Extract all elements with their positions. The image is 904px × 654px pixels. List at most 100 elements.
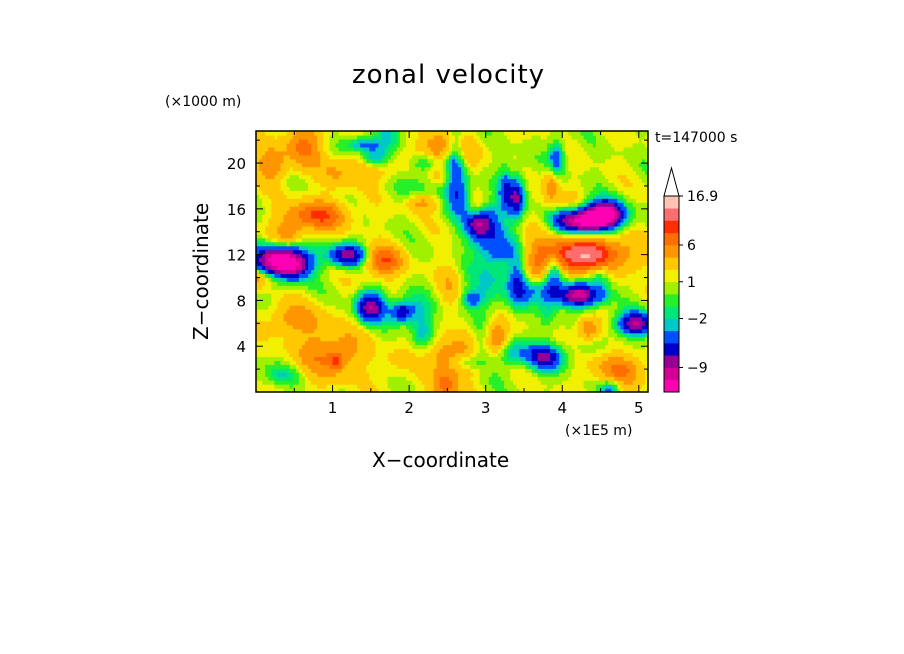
field-cell xyxy=(534,241,539,247)
field-cell xyxy=(298,261,303,267)
field-cell xyxy=(317,285,321,290)
field-cell xyxy=(326,297,331,302)
field-cell xyxy=(271,380,275,385)
field-cell xyxy=(617,293,622,298)
field-cell xyxy=(553,249,557,255)
field-cell xyxy=(409,308,413,314)
field-cell xyxy=(599,312,603,318)
field-cell xyxy=(574,261,579,267)
field-cell xyxy=(396,285,401,290)
field-cell xyxy=(494,384,499,389)
field-cell xyxy=(565,376,569,381)
field-cell xyxy=(482,249,487,255)
field-cell xyxy=(537,289,542,294)
field-cell xyxy=(350,372,355,377)
field-cell xyxy=(501,348,505,354)
field-cell xyxy=(375,257,380,263)
field-cell xyxy=(283,336,288,342)
field-cell xyxy=(390,237,395,243)
field-cell xyxy=(553,285,557,290)
field-cell xyxy=(332,269,337,274)
field-cell xyxy=(393,249,398,255)
field-cell xyxy=(626,261,631,267)
field-cell xyxy=(452,277,456,282)
field-cell xyxy=(525,364,530,369)
field-cell xyxy=(476,265,481,270)
field-cell xyxy=(360,360,364,365)
field-cell xyxy=(292,332,297,338)
field-cell xyxy=(577,281,582,286)
field-cell xyxy=(390,356,395,361)
field-cell xyxy=(280,253,285,259)
field-cell xyxy=(623,308,628,314)
field-cell xyxy=(427,324,432,330)
field-cell xyxy=(259,237,263,243)
field-cell xyxy=(415,364,419,369)
field-cell xyxy=(602,253,606,259)
field-cell xyxy=(556,332,560,338)
field-cell xyxy=(553,324,557,330)
field-cell xyxy=(602,348,606,354)
field-cell xyxy=(390,336,395,342)
field-cell xyxy=(540,305,545,310)
field-cell xyxy=(381,324,386,330)
field-cell xyxy=(559,269,563,274)
field-cell xyxy=(476,277,481,282)
field-cell xyxy=(629,285,634,290)
field-cell xyxy=(436,257,441,263)
field-cell xyxy=(265,312,269,318)
field-cell xyxy=(479,356,484,361)
field-cell xyxy=(427,380,432,385)
field-cell xyxy=(623,312,628,318)
field-cell xyxy=(599,356,603,361)
field-cell xyxy=(479,332,484,338)
field-cell xyxy=(461,261,465,267)
field-cell xyxy=(571,245,576,251)
field-cell xyxy=(363,388,367,392)
field-cell xyxy=(439,257,444,263)
field-cell xyxy=(464,332,468,338)
field-cell xyxy=(556,265,560,270)
field-cell xyxy=(577,249,582,255)
field-cell xyxy=(540,265,545,270)
field-cell xyxy=(347,305,352,310)
field-cell xyxy=(510,273,514,278)
field-cell xyxy=(268,376,272,381)
field-cell xyxy=(332,281,337,286)
field-cell xyxy=(458,253,462,259)
field-cell xyxy=(574,305,579,310)
field-cell xyxy=(393,384,398,389)
field-cell xyxy=(602,269,606,274)
field-cell xyxy=(525,348,530,354)
field-cell xyxy=(323,344,328,350)
field-cell xyxy=(543,281,548,286)
field-cell xyxy=(448,289,453,294)
field-cell xyxy=(504,273,508,278)
field-cell xyxy=(305,261,309,267)
field-cell xyxy=(516,289,520,294)
field-cell xyxy=(464,348,468,354)
field-cell xyxy=(436,364,441,369)
field-cell xyxy=(317,289,321,294)
field-cell xyxy=(623,301,628,306)
field-cell xyxy=(418,305,422,310)
field-cell xyxy=(283,360,288,365)
field-cell xyxy=(543,324,548,330)
field-cell xyxy=(586,368,591,373)
field-cell xyxy=(344,372,349,377)
field-cell xyxy=(461,348,465,354)
field-cell xyxy=(308,360,312,365)
field-cell xyxy=(501,293,505,298)
field-cell xyxy=(445,376,450,381)
field-cell xyxy=(332,261,337,267)
field-cell xyxy=(638,253,643,259)
field-cell xyxy=(289,372,294,377)
field-cell xyxy=(497,388,502,392)
field-cell xyxy=(461,293,465,298)
field-cell xyxy=(341,265,346,270)
field-cell xyxy=(295,237,300,243)
field-cell xyxy=(458,241,462,247)
field-cell xyxy=(445,305,450,310)
field-cell xyxy=(326,253,331,259)
field-cell xyxy=(510,324,514,330)
